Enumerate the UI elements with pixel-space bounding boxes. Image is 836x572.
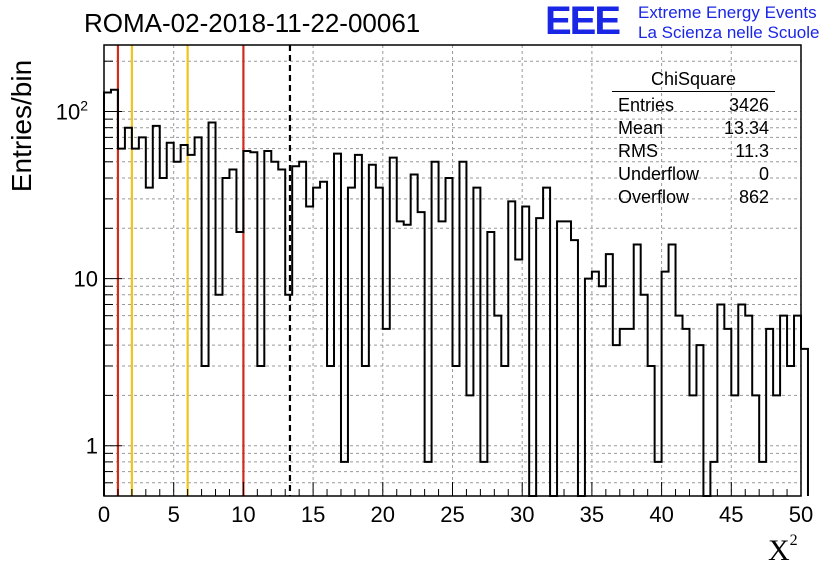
logo-caption: Extreme Energy Events La Scienza nelle S… [638, 3, 819, 43]
x-tick-label: 5 [168, 502, 180, 527]
y-tick-label: 10 [74, 267, 98, 292]
stats-value: 11.3 [735, 141, 769, 161]
y-axis-ticks: 1 10 102 [56, 60, 122, 484]
stats-row-underflow: Underflow 0 [612, 163, 775, 186]
x-tick-label: 15 [301, 502, 325, 527]
x-tick-label: 35 [580, 502, 604, 527]
stats-label: RMS [618, 141, 658, 161]
x-tick-label: 50 [789, 502, 813, 527]
stats-label: Overflow [618, 187, 690, 207]
y-tick-label: 102 [56, 97, 88, 124]
y-axis-label: Entries/bin [6, 59, 37, 193]
logo-line-2: La Scienza nelle Scuole [638, 23, 820, 42]
stats-row-entries: Entries 3426 [612, 94, 775, 117]
x-axis-label: X2 [768, 532, 798, 568]
stats-row-rms: RMS 11.3 [612, 140, 775, 163]
stats-label: Underflow [618, 164, 700, 184]
logo-line-1: Extreme Energy Events [638, 3, 817, 22]
stats-value: 862 [738, 187, 769, 207]
eee-logo: EEE [545, 0, 621, 43]
stats-label: Entries [618, 95, 675, 115]
histogram-outline [103, 88, 809, 497]
x-tick-label: 10 [231, 502, 255, 527]
stats-label: Mean [618, 118, 664, 138]
x-tick-label: 20 [371, 502, 395, 527]
x-tick-label: 45 [719, 502, 743, 527]
stats-row-mean: Mean 13.34 [612, 117, 775, 140]
x-tick-label: 30 [510, 502, 534, 527]
x-tick-label: 25 [440, 502, 464, 527]
stats-row-overflow: Overflow 862 [612, 186, 775, 209]
stats-value: 0 [758, 164, 769, 184]
x-axis-label-superscript: 2 [789, 532, 798, 549]
stats-value: 3426 [728, 95, 769, 115]
stats-box: ChiSquare Entries 3426 Mean 13.34 RMS 11… [612, 68, 775, 209]
stats-title: ChiSquare [612, 68, 775, 92]
x-tick-label: 0 [98, 502, 110, 527]
chart-title: ROMA-02-2018-11-22-00061 [84, 8, 421, 38]
x-axis-ticks: 0 5 10 15 20 25 30 35 40 45 50 [98, 482, 813, 527]
stats-value: 13.34 [723, 118, 769, 138]
x-tick-label: 40 [649, 502, 673, 527]
y-tick-label: 1 [86, 434, 98, 459]
x-axis-label-base: X [768, 534, 790, 567]
